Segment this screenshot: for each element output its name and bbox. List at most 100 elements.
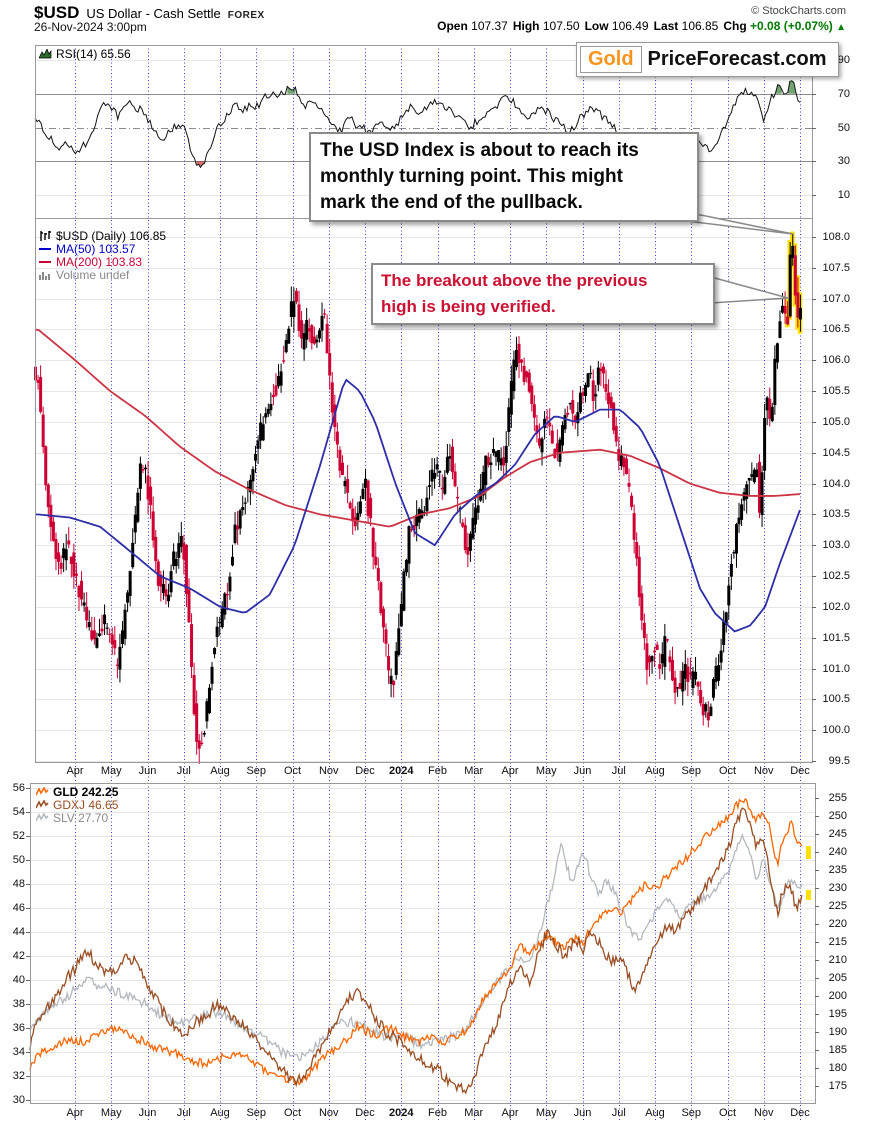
- bottom-legend-gdxj: GDXJ 46.65: [36, 798, 118, 812]
- price-ytick-label: 100.0: [822, 724, 850, 737]
- annotation-line: mark the end of the pullback.: [320, 192, 583, 213]
- main-legend-usd: $USD (Daily) 106.85: [39, 229, 166, 243]
- month-label: Nov: [318, 1107, 339, 1119]
- annotation-line: high is being verified.: [381, 297, 556, 316]
- annotation-line: The breakout above the previous: [381, 271, 648, 290]
- month-label: Sep: [246, 765, 267, 777]
- chg-value: +0.08 (+0.07%): [750, 19, 833, 33]
- month-label: Jul: [176, 765, 191, 777]
- rsi-label: RSI(14) 65.56: [56, 47, 131, 61]
- price-ytick-label: 105.0: [822, 415, 850, 428]
- price-ytick-label: 103.0: [822, 539, 850, 552]
- gld-ytick-label: 245: [828, 828, 847, 840]
- ma200-line-icon: [39, 261, 51, 263]
- rsi-ytick-label: 90: [837, 54, 850, 66]
- volume-label: Volume undef: [56, 268, 130, 282]
- gld-ytick-label: 220: [828, 918, 847, 930]
- last-label: Last: [653, 19, 679, 33]
- usd-series-label: $USD (Daily) 106.85: [56, 229, 167, 243]
- gld-ytick-label: 200: [828, 990, 847, 1002]
- month-label: Mar: [464, 1107, 484, 1119]
- goldpriceforecast-logo[interactable]: Gold PriceForecast.com: [576, 42, 839, 77]
- annotation-turning-point: The USD Index is about to reach its mont…: [309, 132, 699, 222]
- annotation-breakout: The breakout above the previous high is …: [371, 263, 715, 325]
- rsi-ytick-label: 50: [837, 121, 850, 134]
- gld-chart-icon: [36, 787, 49, 796]
- gld-ytick-label: 225: [828, 900, 847, 912]
- month-label: Nov: [318, 765, 339, 777]
- annotation-line: monthly turning point. This might: [320, 166, 623, 187]
- exchange-label: FOREX: [227, 10, 265, 21]
- header: $USD US Dollar - Cash Settle FOREX: [34, 3, 265, 23]
- gld-ytick-label: 230: [828, 882, 847, 894]
- month-label: Sep: [681, 765, 702, 777]
- month-label: Apr: [501, 1107, 519, 1119]
- main-legend-ma50: MA(50) 103.57: [39, 242, 135, 256]
- rsi-ytick-label: 10: [837, 189, 850, 201]
- month-label: Oct: [718, 765, 737, 777]
- quote-datetime: 26-Nov-2024 3:00pm: [34, 20, 147, 34]
- month-label: 2024: [389, 765, 414, 777]
- month-label: Sep: [246, 1107, 267, 1119]
- left-ytick-label: 46: [12, 902, 25, 914]
- rsi-chart-icon: [39, 49, 52, 59]
- month-label: May: [535, 1107, 557, 1119]
- month-label: May: [100, 1107, 122, 1119]
- left-ytick-label: 32: [12, 1070, 25, 1082]
- month-label: Dec: [355, 765, 375, 777]
- price-ytick-label: 102.0: [822, 600, 850, 613]
- main-legend-ma200: MA(200) 103.83: [39, 255, 142, 269]
- price-ytick-label: 107.0: [822, 292, 850, 305]
- symbol-name: US Dollar - Cash Settle: [86, 6, 221, 21]
- month-label: Mar: [464, 765, 484, 777]
- annotation-line: The USD Index is about to reach its: [320, 140, 639, 161]
- month-label: Sep: [681, 1107, 702, 1119]
- rsi-legend: RSI(14) 65.56: [39, 47, 131, 61]
- left-ytick-label: 54: [12, 806, 25, 818]
- quote-strip: Open 107.37 High 107.50 Low 106.49 Last …: [437, 19, 846, 33]
- gld-ytick-label: 205: [828, 972, 847, 984]
- price-ytick-label: 104.0: [822, 477, 850, 490]
- logo-priceforecast-label: PriceForecast.com: [647, 48, 827, 70]
- month-label: Oct: [283, 765, 302, 777]
- price-ytick-label: 101.0: [822, 662, 850, 675]
- left-ytick-label: 40: [12, 974, 25, 986]
- month-label: Feb: [428, 1107, 447, 1119]
- open-value: 107.37: [471, 19, 508, 33]
- left-ytick-label: 56: [12, 782, 25, 794]
- gld-ytick-label: 190: [828, 1026, 847, 1038]
- month-label: Jun: [138, 765, 157, 777]
- left-ytick-label: 36: [12, 1022, 25, 1034]
- rsi-ytick-label: 30: [837, 155, 850, 168]
- month-label: Dec: [790, 765, 810, 777]
- month-label: Jul: [611, 765, 626, 777]
- month-label: Jun: [573, 1107, 592, 1119]
- left-ytick-label: 52: [12, 830, 25, 842]
- month-label: Jun: [138, 1107, 157, 1119]
- gld-ytick-label: 240: [828, 846, 847, 858]
- month-label: Jun: [573, 765, 592, 777]
- bottom-legend-gld: GLD 242.25: [36, 785, 118, 799]
- open-label: Open: [437, 19, 468, 33]
- gld-ytick-label: 255: [828, 792, 847, 804]
- slv-label: SLV 27.70: [53, 811, 109, 825]
- month-label: Aug: [210, 1107, 230, 1119]
- ma200-label: MA(200) 103.83: [56, 255, 143, 269]
- main-legend-volume: Volume undef: [39, 268, 129, 282]
- bottom-legend-slv: SLV 27.70: [36, 811, 108, 825]
- high-label: High: [512, 19, 540, 33]
- price-ytick-label: 108.0: [822, 231, 850, 243]
- chg-label: Chg: [723, 19, 747, 33]
- month-label: Jul: [176, 1107, 191, 1119]
- ma50-label: MA(50) 103.57: [56, 242, 136, 256]
- left-ytick-label: 34: [12, 1046, 25, 1058]
- slv-chart-icon: [36, 813, 49, 822]
- price-ytick-label: 107.5: [822, 261, 850, 274]
- price-ytick-label: 104.5: [822, 446, 850, 459]
- gdxj-label: GDXJ 46.65: [53, 798, 119, 812]
- month-label: Oct: [718, 1107, 737, 1119]
- ma50-line-icon: [39, 248, 51, 250]
- chg-up-triangle-icon: ▲: [836, 22, 846, 33]
- low-value: 106.49: [611, 19, 649, 33]
